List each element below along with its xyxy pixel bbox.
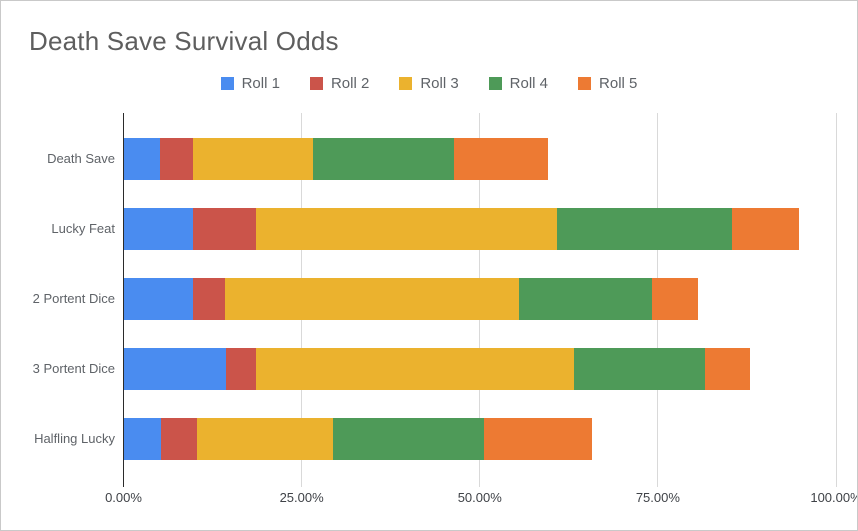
bar-segment-roll-5-lucky-feat[interactable]	[732, 208, 799, 250]
legend-item-roll-5[interactable]: Roll 5	[578, 75, 637, 92]
bar-segment-roll-5-death-save[interactable]	[453, 138, 548, 180]
bar-segment-roll-4-death-save[interactable]	[313, 138, 454, 180]
bar-segment-roll-2-halfling-lucky[interactable]	[161, 418, 197, 460]
legend-item-roll-4[interactable]: Roll 4	[488, 75, 549, 92]
category-label: Lucky Feat	[51, 221, 115, 236]
bar-row-2-portent-dice	[124, 278, 837, 320]
bar-segment-roll-5-3-portent-dice[interactable]	[704, 348, 751, 390]
bar-segment-roll-3-halfling-lucky[interactable]	[196, 418, 334, 460]
x-tick-label: 100.00%	[810, 490, 858, 505]
bar-segment-roll-1-halfling-lucky[interactable]	[124, 418, 162, 460]
bar-row-death-save	[124, 138, 837, 180]
bar-segment-roll-4-2-portent-dice[interactable]	[519, 278, 652, 320]
bar-row-3-portent-dice	[124, 348, 837, 390]
bar-segment-roll-5-2-portent-dice[interactable]	[651, 278, 698, 320]
bar-segment-roll-5-halfling-lucky[interactable]	[483, 418, 593, 460]
legend-label: Roll 5	[599, 75, 638, 92]
x-tick-label: 50.00%	[457, 490, 502, 505]
category-label: Death Save	[47, 151, 115, 166]
bar-segment-roll-4-lucky-feat[interactable]	[557, 208, 733, 250]
chart-title: Death Save Survival Odds	[29, 26, 339, 56]
legend-label: Roll 4	[509, 75, 549, 92]
x-tick-label: 0.00%	[105, 490, 142, 505]
bar-segment-roll-3-death-save[interactable]	[193, 138, 314, 180]
bar-segment-roll-1-2-portent-dice[interactable]	[124, 278, 194, 320]
legend-item-roll-1[interactable]: Roll 1	[220, 75, 280, 92]
bar-segment-roll-3-lucky-feat[interactable]	[256, 208, 558, 250]
gridline-100pct	[835, 113, 837, 487]
bar-row-lucky-feat	[124, 208, 837, 250]
bar-segment-roll-3-3-portent-dice[interactable]	[255, 348, 574, 390]
chart-legend: Roll 1 Roll 2 Roll 3 Roll 4 Roll 5	[1, 75, 857, 92]
bar-segment-roll-2-3-portent-dice[interactable]	[225, 348, 256, 390]
bar-segment-roll-2-death-save[interactable]	[159, 138, 194, 180]
legend-item-roll-3[interactable]: Roll 3	[399, 75, 459, 92]
category-label: 2 Portent Dice	[32, 291, 115, 306]
bar-segment-roll-2-2-portent-dice[interactable]	[193, 278, 226, 320]
bar-segment-roll-4-3-portent-dice[interactable]	[573, 348, 705, 390]
legend-swatch-icon	[488, 77, 502, 90]
legend-label: Roll 3	[420, 75, 459, 92]
legend-swatch-icon	[399, 77, 413, 90]
x-tick-label: 75.00%	[635, 490, 680, 505]
x-tick-label: 25.00%	[279, 490, 324, 505]
bar-row-halfling-lucky	[124, 418, 837, 460]
bar-segment-roll-3-2-portent-dice[interactable]	[225, 278, 520, 320]
legend-swatch-icon	[220, 77, 234, 90]
bar-segment-roll-1-lucky-feat[interactable]	[124, 208, 194, 250]
category-label: 3 Portent Dice	[32, 361, 115, 376]
bar-segment-roll-1-3-portent-dice[interactable]	[124, 348, 226, 390]
legend-swatch-icon	[578, 77, 592, 90]
bar-segment-roll-1-death-save[interactable]	[124, 138, 160, 180]
legend-item-roll-2[interactable]: Roll 2	[309, 75, 370, 92]
y-axis-line	[123, 113, 124, 487]
bar-segment-roll-4-halfling-lucky[interactable]	[333, 418, 484, 460]
legend-label: Roll 1	[241, 75, 280, 92]
category-label: Halfling Lucky	[34, 431, 115, 446]
legend-label: Roll 2	[330, 75, 370, 92]
legend-swatch-icon	[309, 77, 323, 90]
bar-segment-roll-2-lucky-feat[interactable]	[193, 208, 257, 250]
